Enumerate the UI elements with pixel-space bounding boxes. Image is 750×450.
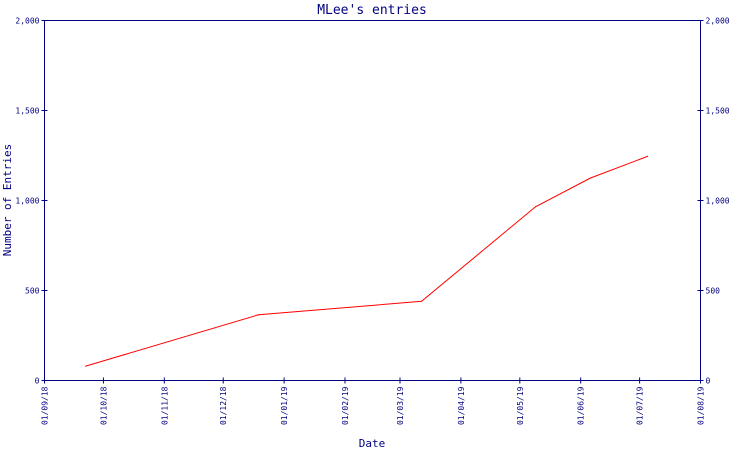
series-point (257, 314, 260, 316)
y-axis-label: Number of Entries (1, 144, 14, 257)
x-tick-label: 01/11/18 (160, 386, 169, 425)
x-tick-label: 01/10/18 (99, 386, 108, 425)
y-tick-label-left: 2,000 (15, 17, 39, 26)
y-tick-label-right: 500 (706, 287, 721, 296)
x-tick-label: 01/07/19 (636, 386, 645, 425)
series-point (534, 206, 537, 208)
x-tick-label: 01/08/19 (697, 386, 706, 425)
x-tick-label: 01/09/18 (41, 386, 50, 425)
ticks-layer: 0 0 500 500 1,000 1,000 1,500 1,500 2,000 2,000 01… (15, 17, 729, 426)
y-tick-label-right: 1,500 (706, 107, 730, 116)
series-layer (85, 155, 649, 367)
series-point (421, 300, 423, 302)
x-tick-label: 01/05/19 (516, 386, 525, 425)
y-tick-label-right: 2,000 (706, 17, 730, 26)
y-tick-label-left: 1,000 (15, 197, 39, 206)
series-point (646, 155, 649, 157)
y-tick-label-left: 500 (25, 287, 40, 296)
series-point (85, 365, 87, 367)
plot-area-frame (44, 20, 701, 381)
chart-title: MLee's entries (317, 3, 427, 18)
x-tick-label: 01/02/19 (341, 386, 350, 425)
y-tick-label-right: 0 (706, 377, 711, 386)
x-tick-label: 01/01/19 (280, 386, 289, 425)
y-tick-label-right: 1,000 (706, 197, 730, 206)
x-tick-label: 01/03/19 (396, 386, 405, 425)
x-tick-label: 01/06/19 (577, 386, 586, 425)
y-tick-label-left: 0 (35, 377, 40, 386)
x-tick-label: 01/12/18 (219, 386, 228, 425)
y-tick-label-left: 1,500 (15, 107, 39, 116)
series-point (589, 177, 592, 179)
series-line (85, 155, 648, 367)
x-axis-label: Date (359, 437, 386, 450)
x-tick-label: 01/04/19 (457, 386, 466, 425)
